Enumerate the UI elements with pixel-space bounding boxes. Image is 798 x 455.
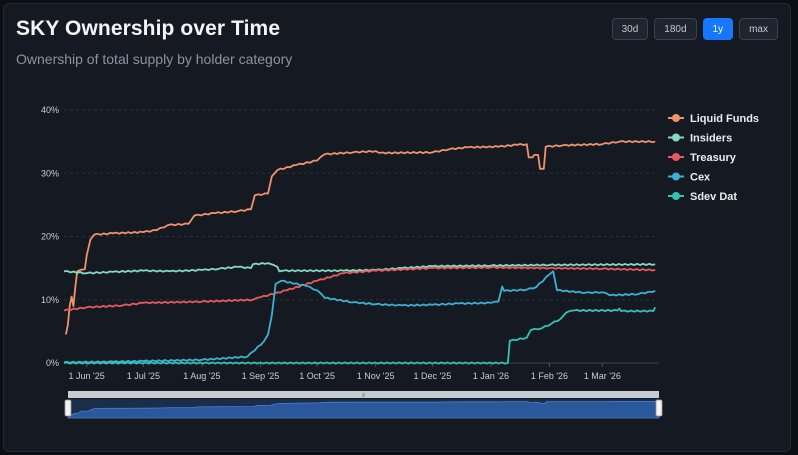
legend-label-liquid-funds: Liquid Funds <box>690 113 759 125</box>
legend-marker-treasury <box>672 153 680 161</box>
legend-marker-insiders <box>672 133 680 142</box>
legend-marker-sdev-dat <box>672 192 680 200</box>
y-tick-label: 10% <box>41 295 59 305</box>
x-tick-label: 1 Oct '25 <box>299 371 335 381</box>
series-line-cex <box>63 270 656 364</box>
x-tick-label: 1 Sep '25 <box>242 371 280 381</box>
navigator-series-area <box>67 401 660 419</box>
legend-label-treasury: Treasury <box>690 152 737 164</box>
y-tick-label: 30% <box>41 168 59 178</box>
x-tick-label: 1 Jun '25 <box>69 371 105 381</box>
range-max-button[interactable]: max <box>739 18 778 40</box>
x-tick-label: 1 Feb '26 <box>531 371 568 381</box>
x-tick-label: 1 Aug '25 <box>183 371 220 381</box>
series-line-sdev-dat <box>63 306 657 365</box>
range-180d-button[interactable]: 180d <box>654 18 697 40</box>
x-tick-label: 1 Nov '25 <box>357 371 395 381</box>
navigator-grip-icon: ≡ <box>362 393 366 399</box>
series-line-liquid-funds <box>65 140 656 335</box>
chart-card <box>3 3 791 452</box>
x-tick-label: 1 Jul '25 <box>127 371 160 381</box>
navigator-left-handle[interactable] <box>64 399 72 417</box>
y-tick-label: 40% <box>41 105 59 115</box>
series-line-treasury <box>63 266 656 312</box>
range-1y-button[interactable]: 1y <box>702 18 734 40</box>
legend-label-sdev-dat: Sdev Dat <box>690 191 737 203</box>
navigator-scrollbar <box>68 391 659 398</box>
page-subtitle: Ownership of total supply by holder cate… <box>16 51 293 67</box>
legend-marker-liquid-funds <box>672 114 680 122</box>
time-range-selector: 30d 180d 1y max <box>611 18 778 40</box>
navigator-right-handle[interactable] <box>655 399 663 417</box>
legend-marker-cex <box>672 172 680 181</box>
page-title: SKY Ownership over Time <box>16 17 281 40</box>
y-tick-label: 20% <box>41 232 59 242</box>
legend-label-cex: Cex <box>690 172 711 184</box>
x-tick-label: 1 Jan '26 <box>473 371 509 381</box>
x-tick-label: 1 Dec '25 <box>413 371 451 381</box>
x-tick-label: 1 Mar '26 <box>584 371 621 381</box>
series-line-insiders <box>63 262 656 275</box>
legend-label-insiders: Insiders <box>690 133 732 145</box>
range-30d-button[interactable]: 30d <box>611 18 649 40</box>
y-tick-label: 0% <box>46 358 59 368</box>
